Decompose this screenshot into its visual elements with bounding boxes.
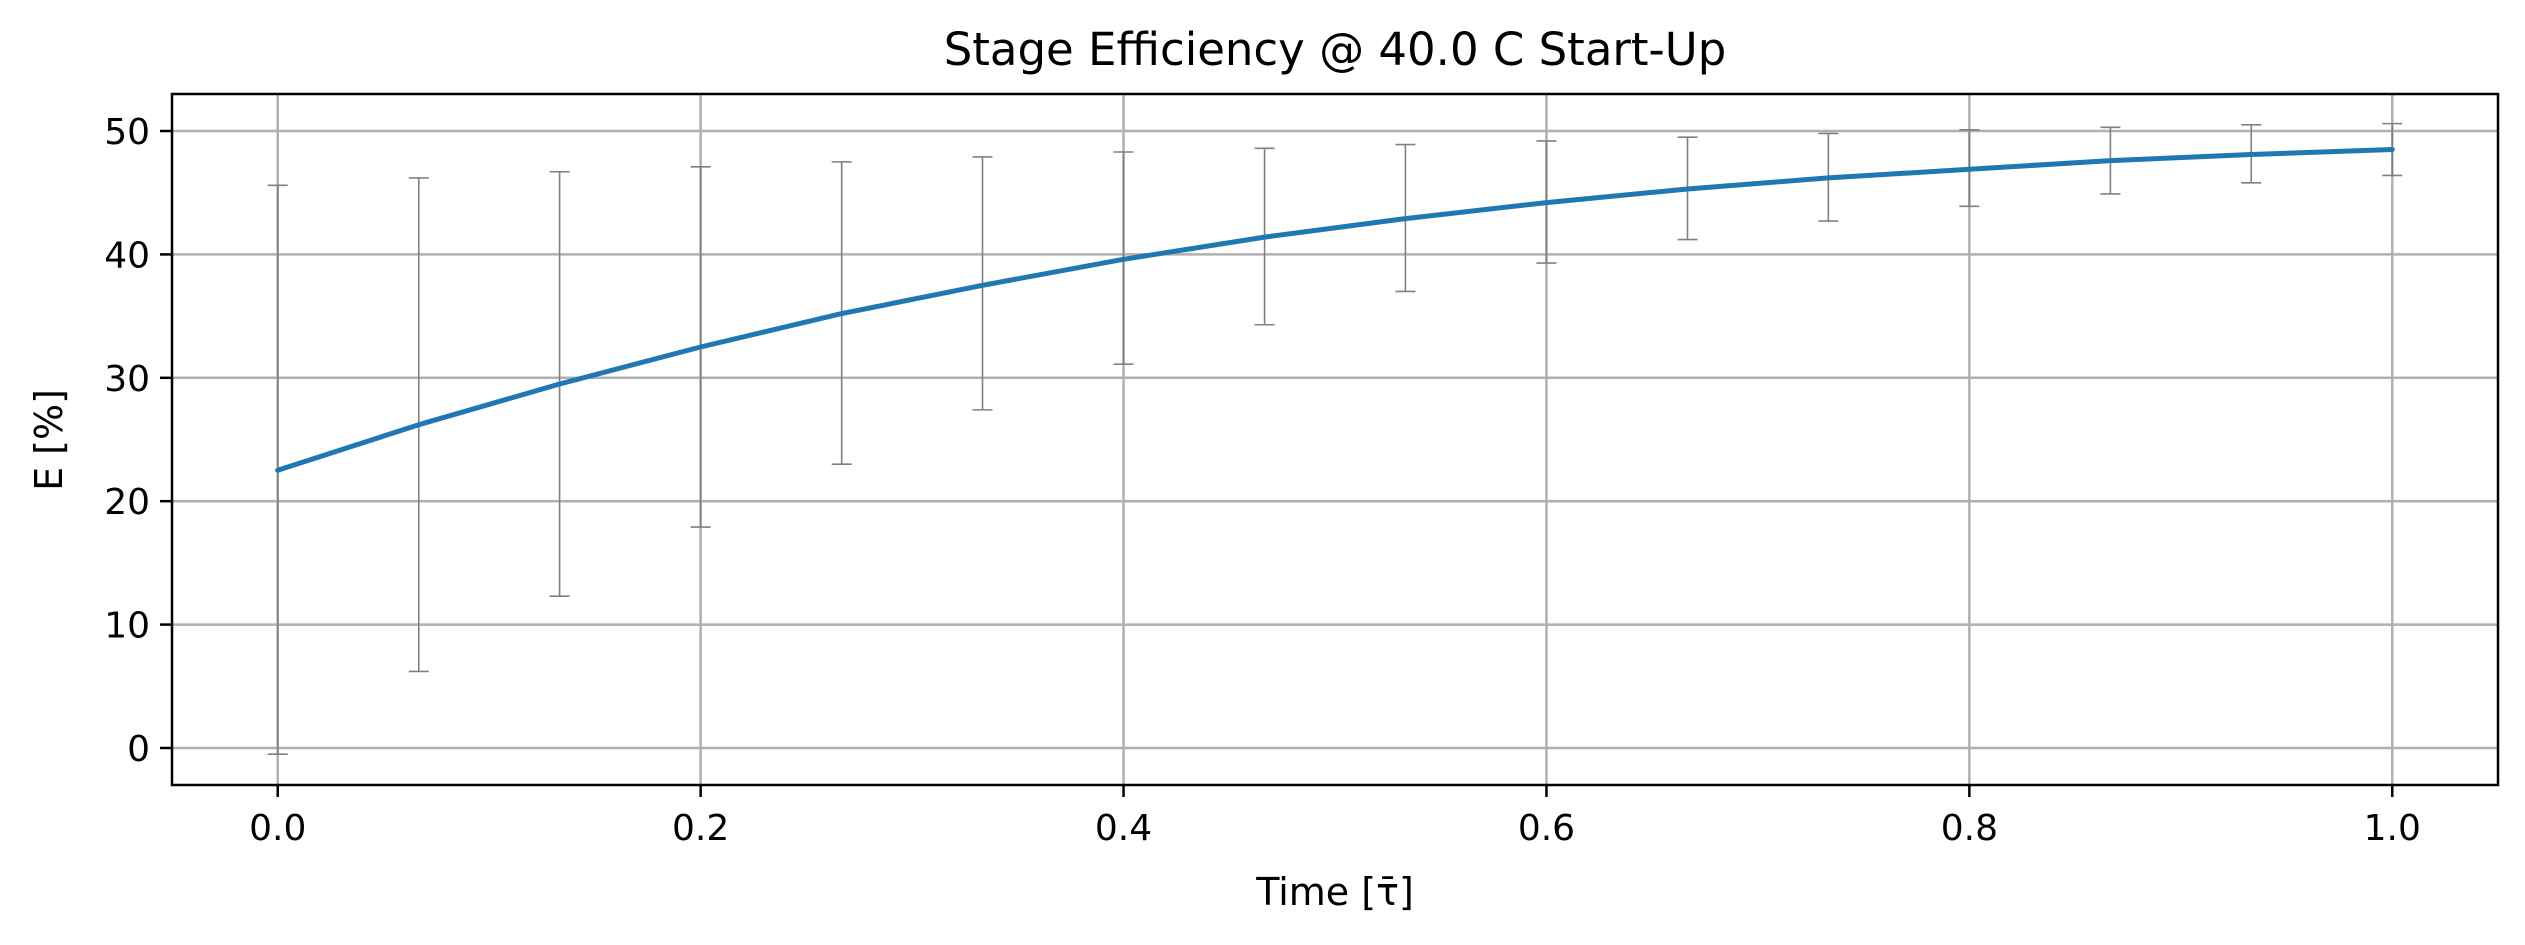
y-tick-label: 30 xyxy=(104,359,150,400)
x-axis-label: Time [τ̄] xyxy=(1255,870,1414,914)
series-layer xyxy=(275,147,2395,473)
series-line xyxy=(275,147,2395,473)
tick-layer: 0.0 0.2 0.4 0.6 0.8 1.0 0 10 20 30 40 50 xyxy=(104,112,2421,849)
x-tick-label: 1.0 xyxy=(2364,808,2421,849)
y-tick-label: 50 xyxy=(104,112,150,153)
plot-frame xyxy=(170,92,2500,787)
y-tick-label: 0 xyxy=(127,729,150,770)
x-tick-label: 0.2 xyxy=(672,808,729,849)
x-tick-label: 0.6 xyxy=(1518,808,1575,849)
y-tick-label: 10 xyxy=(104,606,150,647)
y-tick-label: 20 xyxy=(104,482,150,523)
y-axis-label: E [%] xyxy=(27,389,71,491)
x-tick-label: 0.0 xyxy=(249,808,306,849)
error-bar-layer xyxy=(267,122,2403,755)
chart-title: Stage Efficiency @ 40.0 C Start-Up xyxy=(944,23,1727,76)
x-tick-label: 0.8 xyxy=(1941,808,1998,849)
y-tick-label: 40 xyxy=(104,235,150,276)
x-tick-label: 0.4 xyxy=(1095,808,1152,849)
grid-layer xyxy=(172,94,2498,785)
